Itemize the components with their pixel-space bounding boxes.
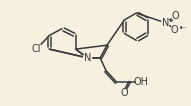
Circle shape	[162, 19, 170, 27]
Text: N: N	[162, 18, 169, 28]
Circle shape	[136, 77, 146, 87]
Circle shape	[31, 44, 42, 54]
Circle shape	[172, 12, 179, 20]
Text: O: O	[172, 11, 179, 21]
Text: •⁻: •⁻	[179, 24, 188, 33]
Text: O: O	[121, 88, 128, 98]
Text: O: O	[171, 25, 178, 35]
Text: OH: OH	[134, 77, 149, 87]
Circle shape	[121, 89, 129, 97]
Text: Cl: Cl	[32, 44, 41, 54]
Circle shape	[83, 54, 91, 62]
Circle shape	[171, 25, 180, 34]
Text: N: N	[84, 53, 91, 63]
